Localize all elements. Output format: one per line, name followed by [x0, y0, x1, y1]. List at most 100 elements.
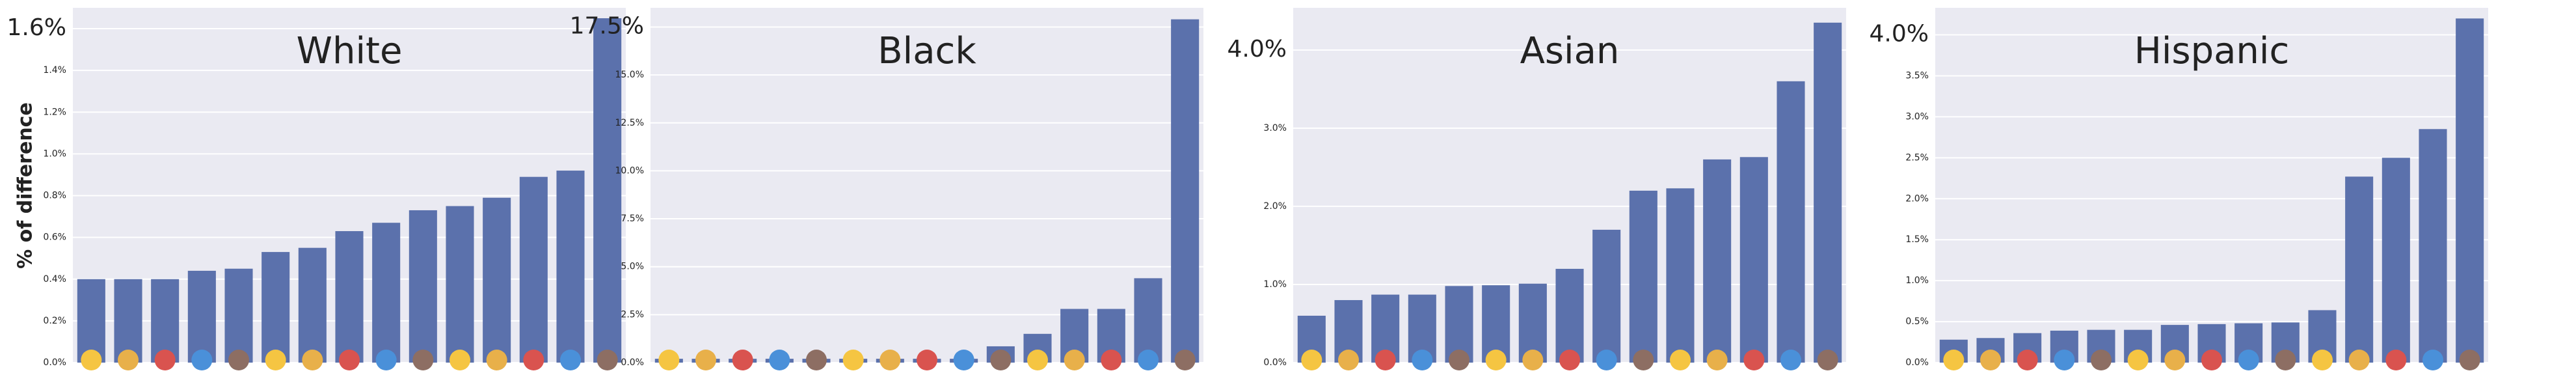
emoji-icon	[597, 350, 618, 370]
bar	[2419, 129, 2447, 363]
emoji-icon	[1412, 350, 1433, 370]
y-tick-label: 4.0%	[1870, 21, 1929, 48]
emoji-icon	[658, 350, 680, 370]
emoji-icon	[302, 350, 323, 370]
chart-title: White	[297, 30, 403, 72]
emoji-icon	[1338, 350, 1359, 370]
emoji-icon	[1522, 350, 1544, 370]
emoji-icon	[769, 350, 790, 370]
bar	[77, 279, 105, 363]
bar	[2381, 158, 2410, 363]
emoji-icon	[1980, 350, 2001, 370]
emoji-icon	[1706, 350, 1728, 370]
bar	[372, 223, 401, 363]
bar	[1134, 278, 1162, 363]
bar	[1629, 190, 1657, 363]
y-axis-label: % of difference	[14, 102, 37, 269]
y-tick-label: 3.5%	[1905, 70, 1929, 81]
bar	[409, 210, 437, 363]
emoji-icon	[2348, 350, 2370, 370]
emoji-icon	[265, 350, 286, 370]
chart-title: Asian	[1520, 30, 1620, 72]
emoji-icon	[879, 350, 901, 370]
emoji-icon	[842, 350, 864, 370]
emoji-icon	[1138, 350, 1159, 370]
y-tick-label: 1.0%	[43, 148, 66, 159]
bar	[224, 268, 253, 363]
emoji-icon	[1064, 350, 1085, 370]
bar	[1739, 157, 1768, 363]
chart-title: Hispanic	[2134, 30, 2290, 72]
emoji-icon	[2017, 350, 2038, 370]
emoji-icon	[412, 350, 434, 370]
emoji-icon	[2459, 350, 2480, 370]
bar	[1555, 268, 1584, 363]
bar	[1666, 188, 1695, 363]
y-tick-label: 0.4%	[43, 274, 66, 284]
emoji-icon	[2201, 350, 2222, 370]
bar	[187, 270, 216, 363]
y-tick-label: 15.0%	[615, 70, 644, 80]
emoji-icon	[1027, 350, 1048, 370]
y-tick-label: 5.0%	[621, 262, 644, 272]
y-tick-label: 1.4%	[43, 65, 66, 76]
y-tick-label: 4.0%	[1228, 36, 1287, 62]
emoji-icon	[1101, 350, 1122, 370]
emoji-icon	[953, 350, 974, 370]
y-tick-label: 17.5%	[570, 12, 644, 39]
y-tick-label: 0.0%	[1905, 357, 1929, 368]
emoji-icon	[449, 350, 470, 370]
y-tick-label: 0.5%	[1905, 316, 1929, 327]
emoji-icon	[339, 350, 360, 370]
emoji-icon	[81, 350, 102, 370]
y-tick-label: 0.0%	[1263, 357, 1287, 368]
emoji-icon	[486, 350, 507, 370]
emoji-icon	[2164, 350, 2186, 370]
emoji-icon	[990, 350, 1012, 370]
y-tick-label: 0.6%	[43, 232, 66, 243]
y-tick-label: 1.0%	[1263, 279, 1287, 290]
emoji-icon	[917, 350, 937, 370]
emoji-icon	[560, 350, 581, 370]
bar	[2456, 18, 2484, 363]
emoji-icon	[154, 350, 176, 370]
bar	[1814, 22, 1842, 363]
bar	[1703, 159, 1732, 363]
bar	[1777, 81, 1805, 363]
emoji-icon	[2275, 350, 2296, 370]
bar	[1171, 19, 1200, 363]
emoji-icon	[806, 350, 827, 370]
emoji-icon	[695, 350, 716, 370]
bar	[151, 279, 180, 363]
y-tick-label: 1.2%	[43, 107, 66, 117]
emoji-icon	[375, 350, 397, 370]
plot-area	[651, 8, 1203, 363]
emoji-icon	[1943, 350, 1965, 370]
bar	[519, 176, 548, 363]
chart-title: Black	[878, 30, 976, 72]
emoji-icon	[2091, 350, 2112, 370]
emoji-icon	[732, 350, 753, 370]
y-tick-label: 7.5%	[621, 214, 644, 224]
emoji-icon	[2238, 350, 2259, 370]
emoji-icon	[1670, 350, 1691, 370]
emoji-icon	[191, 350, 213, 370]
y-tick-label: 0.2%	[43, 316, 66, 326]
bar	[298, 247, 327, 363]
bar	[1518, 283, 1547, 363]
emoji-icon	[1817, 350, 1838, 370]
emoji-icon	[2127, 350, 2149, 370]
bar	[593, 18, 622, 363]
emoji-icon	[1780, 350, 1801, 370]
y-tick-label: 1.0%	[1905, 275, 1929, 286]
y-tick-label: 0.0%	[43, 357, 66, 368]
y-tick-label: 1.6%	[7, 14, 66, 41]
bar	[556, 171, 585, 363]
bar	[335, 231, 364, 363]
y-tick-label: 0.8%	[43, 191, 66, 201]
emoji-icon	[523, 350, 544, 370]
y-tick-label: 2.0%	[1905, 193, 1929, 204]
y-tick-label: 2.5%	[621, 309, 644, 320]
emoji-icon	[1375, 350, 1396, 370]
